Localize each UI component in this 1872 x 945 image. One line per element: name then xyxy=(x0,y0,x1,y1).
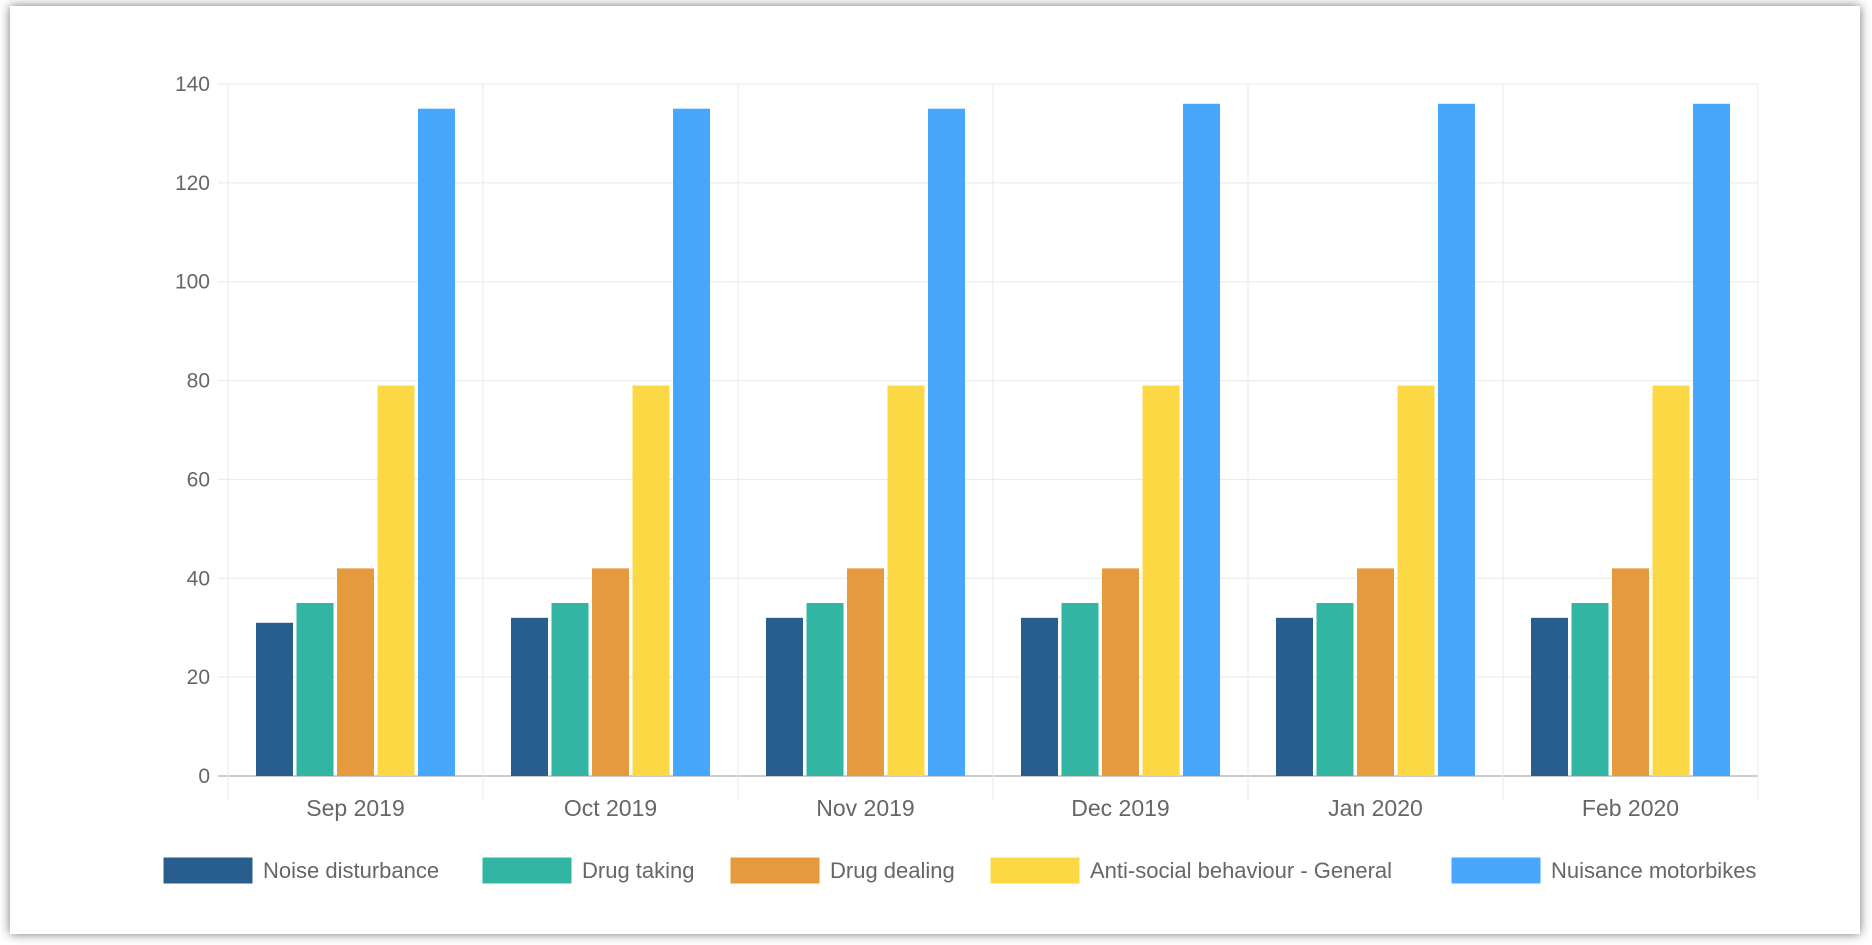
bar[interactable] xyxy=(1571,603,1609,776)
x-category-label: Sep 2019 xyxy=(306,795,404,821)
bar[interactable] xyxy=(337,568,374,776)
x-category-label: Dec 2019 xyxy=(1071,795,1169,821)
legend-swatch[interactable] xyxy=(989,856,1081,885)
legend-swatch[interactable] xyxy=(729,856,821,885)
bar[interactable] xyxy=(1531,617,1568,776)
bar[interactable] xyxy=(1397,385,1435,776)
y-tick-label: 140 xyxy=(175,73,210,96)
y-tick-label: 20 xyxy=(187,666,210,689)
x-category-label: Jan 2020 xyxy=(1328,795,1423,821)
bar[interactable] xyxy=(418,108,455,776)
legend-label[interactable]: Anti-social behaviour - General xyxy=(1090,858,1392,883)
bar[interactable] xyxy=(296,603,334,776)
bar[interactable] xyxy=(1316,603,1354,776)
bar[interactable] xyxy=(1183,103,1220,777)
y-tick-label: 80 xyxy=(187,370,210,393)
legend-swatch[interactable] xyxy=(481,856,573,885)
bar[interactable] xyxy=(632,385,670,776)
y-tick-label: 60 xyxy=(187,468,210,491)
bar[interactable] xyxy=(592,568,629,776)
y-tick-label: 40 xyxy=(187,567,210,590)
x-category-label: Oct 2019 xyxy=(564,795,657,821)
legend-label[interactable]: Drug dealing xyxy=(830,858,955,883)
bar[interactable] xyxy=(1142,385,1180,776)
legend-label[interactable]: Drug taking xyxy=(582,858,695,883)
bar[interactable] xyxy=(673,108,710,776)
legend-swatch[interactable] xyxy=(162,856,254,885)
bar[interactable] xyxy=(766,617,803,776)
bar[interactable] xyxy=(1693,103,1730,777)
bar[interactable] xyxy=(1021,617,1058,776)
bar[interactable] xyxy=(1612,568,1649,776)
bar[interactable] xyxy=(511,617,548,776)
bar[interactable] xyxy=(847,568,884,776)
bar[interactable] xyxy=(1061,603,1099,776)
bar[interactable] xyxy=(928,108,965,776)
bar[interactable] xyxy=(256,622,293,776)
y-tick-label: 100 xyxy=(175,271,210,294)
bar[interactable] xyxy=(1276,617,1313,776)
bar[interactable] xyxy=(1357,568,1394,776)
legend-swatch[interactable] xyxy=(1450,856,1542,885)
bar[interactable] xyxy=(1102,568,1139,776)
bar[interactable] xyxy=(1652,385,1690,776)
bar[interactable] xyxy=(1438,103,1475,777)
y-tick-label: 0 xyxy=(198,765,210,788)
bar[interactable] xyxy=(806,603,844,776)
x-category-label: Feb 2020 xyxy=(1582,795,1679,821)
legend-label[interactable]: Noise disturbance xyxy=(263,858,439,883)
bar[interactable] xyxy=(377,385,415,776)
bar[interactable] xyxy=(887,385,925,776)
y-tick-label: 120 xyxy=(175,172,210,195)
legend-label[interactable]: Nuisance motorbikes xyxy=(1551,858,1756,883)
x-category-label: Nov 2019 xyxy=(816,795,914,821)
bar[interactable] xyxy=(551,603,589,776)
